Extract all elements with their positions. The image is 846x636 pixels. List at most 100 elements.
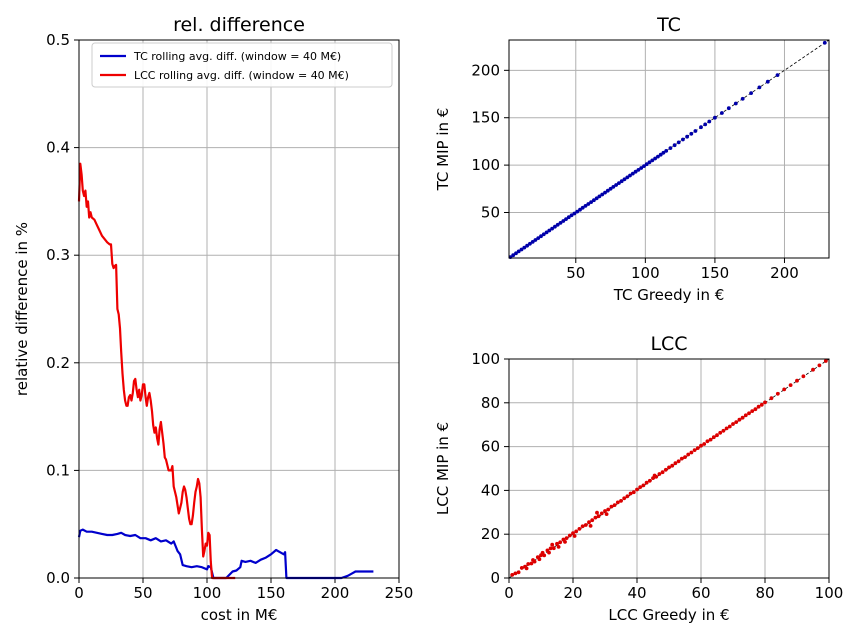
lcc-x-tick-label: 20 bbox=[563, 584, 582, 602]
lcc-point bbox=[740, 415, 745, 420]
tc-point bbox=[614, 183, 618, 187]
lcc-point bbox=[595, 510, 599, 515]
tc-point bbox=[628, 173, 632, 178]
tc-y-tick-label: 100 bbox=[471, 156, 500, 174]
rel-legend-label: LCC rolling avg. diff. (window = 40 M€) bbox=[134, 69, 349, 82]
lcc-point bbox=[686, 452, 691, 457]
tc-point bbox=[749, 91, 753, 95]
rel-y-tick-label: 0.4 bbox=[46, 139, 70, 157]
tc-point bbox=[528, 241, 532, 246]
lcc-point bbox=[612, 503, 617, 507]
lcc-point bbox=[811, 367, 815, 372]
tc-point bbox=[617, 181, 621, 186]
lcc-point bbox=[679, 456, 684, 461]
tc-point bbox=[519, 247, 524, 252]
lcc-point bbox=[727, 424, 732, 429]
lcc-point bbox=[587, 520, 591, 525]
lcc-point bbox=[654, 474, 659, 479]
rel-x-tick-label: 100 bbox=[193, 584, 222, 602]
lcc-point bbox=[699, 443, 703, 448]
lcc-point bbox=[801, 374, 806, 379]
lcc-point bbox=[708, 437, 713, 442]
lcc-title: LCC bbox=[650, 333, 687, 355]
lcc-point bbox=[721, 428, 726, 433]
rel-y-tick-label: 0.0 bbox=[46, 569, 70, 587]
lcc-point bbox=[519, 566, 524, 570]
lcc-point bbox=[788, 383, 793, 387]
rel-series-line-2 bbox=[77, 162, 236, 580]
tc-y-axis-label: TC MIP in € bbox=[434, 108, 452, 192]
tc-point bbox=[681, 137, 685, 142]
tc-point bbox=[676, 140, 681, 145]
rel-axes-frame bbox=[78, 39, 400, 579]
lcc-point bbox=[625, 494, 630, 499]
lcc-x-tick-label: 0 bbox=[504, 584, 514, 602]
tc-point bbox=[583, 204, 588, 208]
rel-legend-label: TC rolling avg. diff. (window = 40 M€) bbox=[133, 50, 341, 63]
tc-point bbox=[600, 192, 605, 197]
lcc-y-axis-label: LCC MIP in € bbox=[434, 422, 452, 515]
lcc-point bbox=[577, 527, 582, 531]
rel-plot-area bbox=[79, 40, 399, 578]
tc-point bbox=[775, 73, 780, 77]
tc-point bbox=[639, 166, 644, 170]
lcc-point bbox=[622, 496, 627, 501]
tc-point bbox=[536, 236, 541, 241]
tc-point bbox=[664, 149, 669, 153]
lcc-point bbox=[609, 504, 614, 509]
tc-point bbox=[578, 207, 582, 212]
rel-y-tick-label: 0.2 bbox=[46, 354, 70, 372]
lcc-point bbox=[590, 518, 595, 523]
tc-point bbox=[516, 249, 521, 254]
tc-point bbox=[558, 221, 563, 225]
tc-point bbox=[693, 129, 698, 133]
lcc-point bbox=[724, 426, 729, 431]
tc-point bbox=[541, 232, 546, 237]
lcc-point bbox=[750, 409, 755, 413]
lcc-x-tick-label: 80 bbox=[755, 584, 774, 602]
lcc-point bbox=[558, 540, 563, 545]
tc-point bbox=[564, 217, 568, 222]
lcc-point bbox=[660, 470, 665, 475]
lcc-point bbox=[737, 417, 742, 422]
lcc-point bbox=[657, 472, 662, 476]
lcc-point bbox=[619, 499, 623, 503]
rel-x-tick-label: 50 bbox=[133, 584, 152, 602]
tc-point bbox=[569, 213, 574, 218]
tc-point bbox=[658, 152, 663, 157]
lcc-point bbox=[567, 533, 572, 538]
lcc-point bbox=[756, 404, 761, 409]
lcc-point bbox=[596, 514, 601, 519]
lcc-point bbox=[571, 531, 575, 535]
lcc-point bbox=[603, 509, 607, 513]
tc-point bbox=[622, 177, 627, 182]
tc-point bbox=[589, 200, 593, 205]
lcc-point bbox=[795, 378, 799, 383]
tc-y-tick-label: 50 bbox=[481, 204, 500, 222]
lcc-x-tick-label: 60 bbox=[691, 584, 710, 602]
tc-point bbox=[765, 79, 770, 84]
rel-x-tick-label: 250 bbox=[385, 584, 414, 602]
tc-point bbox=[740, 96, 745, 101]
lcc-point bbox=[711, 435, 716, 440]
lcc-point bbox=[763, 400, 767, 405]
lcc-point bbox=[588, 524, 593, 528]
rel-y-tick-label: 0.3 bbox=[46, 246, 70, 264]
lcc-point bbox=[537, 557, 542, 562]
lcc-point bbox=[524, 566, 529, 571]
tc-point bbox=[757, 85, 762, 90]
tc-point bbox=[733, 101, 738, 106]
lcc-point bbox=[550, 542, 555, 547]
tc-point bbox=[572, 211, 577, 216]
lcc-x-tick-label: 100 bbox=[815, 584, 844, 602]
tc-point bbox=[608, 186, 613, 191]
rel-x-tick-label: 0 bbox=[74, 584, 84, 602]
tc-point bbox=[668, 146, 673, 151]
lcc-point bbox=[644, 480, 649, 485]
lcc-point bbox=[564, 536, 569, 540]
tc-point bbox=[575, 209, 580, 214]
lcc-point bbox=[542, 553, 547, 558]
lcc-point bbox=[628, 491, 633, 496]
lcc-point bbox=[583, 523, 588, 527]
rel-title: rel. difference bbox=[173, 14, 305, 36]
